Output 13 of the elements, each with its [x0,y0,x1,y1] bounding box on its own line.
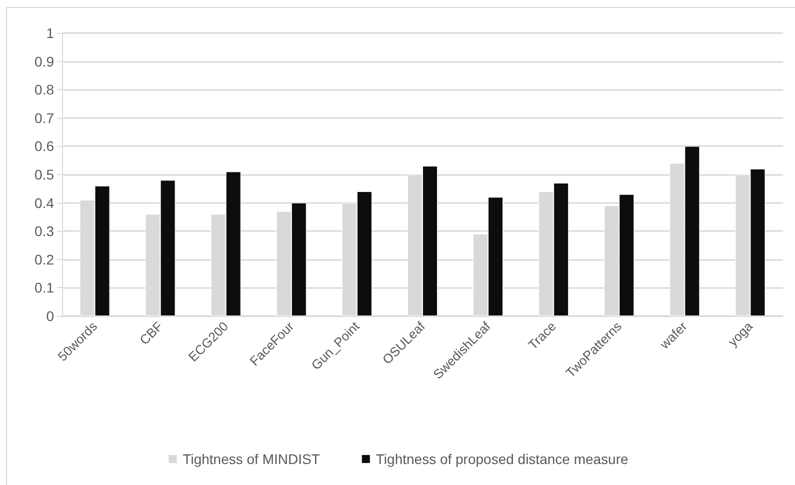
y-tick-label: 0.6 [34,138,54,154]
y-tick-label: 0.4 [34,194,54,211]
y-tick-label: 0 [46,308,54,324]
legend-label: Tightness of proposed distance measure [376,451,629,467]
legend-label: Tightness of MINDIST [182,451,320,467]
y-tick-label: 0.7 [34,110,54,126]
y-tick-label: 0.2 [34,251,54,268]
y-tick-label: 0.8 [34,82,54,98]
y-tick-label: 0.9 [34,53,54,70]
y-tick-label: 1 [46,25,54,41]
y-tick-label: 0.3 [34,223,54,240]
y-tick-label: 0.1 [34,280,54,296]
y-tick-label: 0.5 [34,166,54,182]
